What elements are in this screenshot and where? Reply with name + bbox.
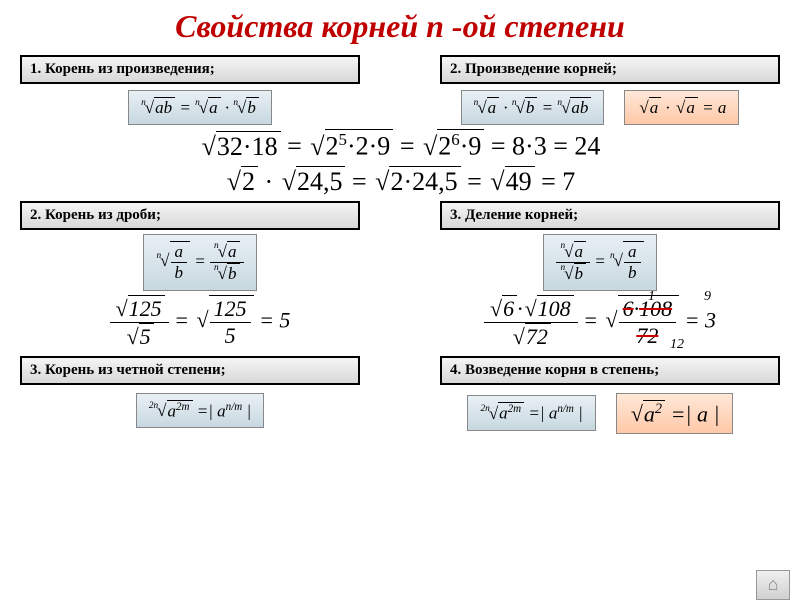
- formula-even-power: 2na2m =| an/m |: [136, 393, 264, 429]
- example-1-line-1: 32·18 = 25·2·9 = 26·9 = 8·3 = 24: [0, 129, 800, 162]
- header-2: 2. Произведение корней;: [440, 55, 780, 84]
- annot-9: 9: [704, 289, 711, 305]
- formula-sqrt-a2: a2 =| a |: [616, 393, 733, 434]
- annot-1: 1: [648, 289, 655, 305]
- formula-root-div: nanb = nab: [543, 234, 656, 291]
- formula-product-root: nab = na · nb: [128, 90, 272, 125]
- formula-frac-root: nab = nanb: [143, 234, 256, 291]
- header-6: 4. Возведение корня в степень;: [440, 356, 780, 385]
- formula-sqrt-aa: a · a = a: [624, 90, 739, 125]
- header-1: 1. Корень из произведения;: [20, 55, 360, 84]
- header-3: 2. Корень из дроби;: [20, 201, 360, 230]
- page-title: Свойства корней n -ой степени: [0, 8, 800, 45]
- example-2-left: 1255 = 1255 = 5: [20, 295, 380, 350]
- formula-root-product: na · nb = nab: [461, 90, 605, 125]
- header-4: 3. Деление корней;: [440, 201, 780, 230]
- example-2-right: 6·10872 = 6·10872 = 3 1 9 12: [420, 295, 780, 350]
- home-button[interactable]: [756, 570, 790, 600]
- header-5: 3. Корень из четной степени;: [20, 356, 360, 385]
- example-1-line-2: 2 · 24,5 = 2·24,5 = 49 = 7: [0, 166, 800, 197]
- formula-raise-power: 2na2m =| an/m |: [467, 395, 595, 431]
- annot-12: 12: [670, 337, 684, 353]
